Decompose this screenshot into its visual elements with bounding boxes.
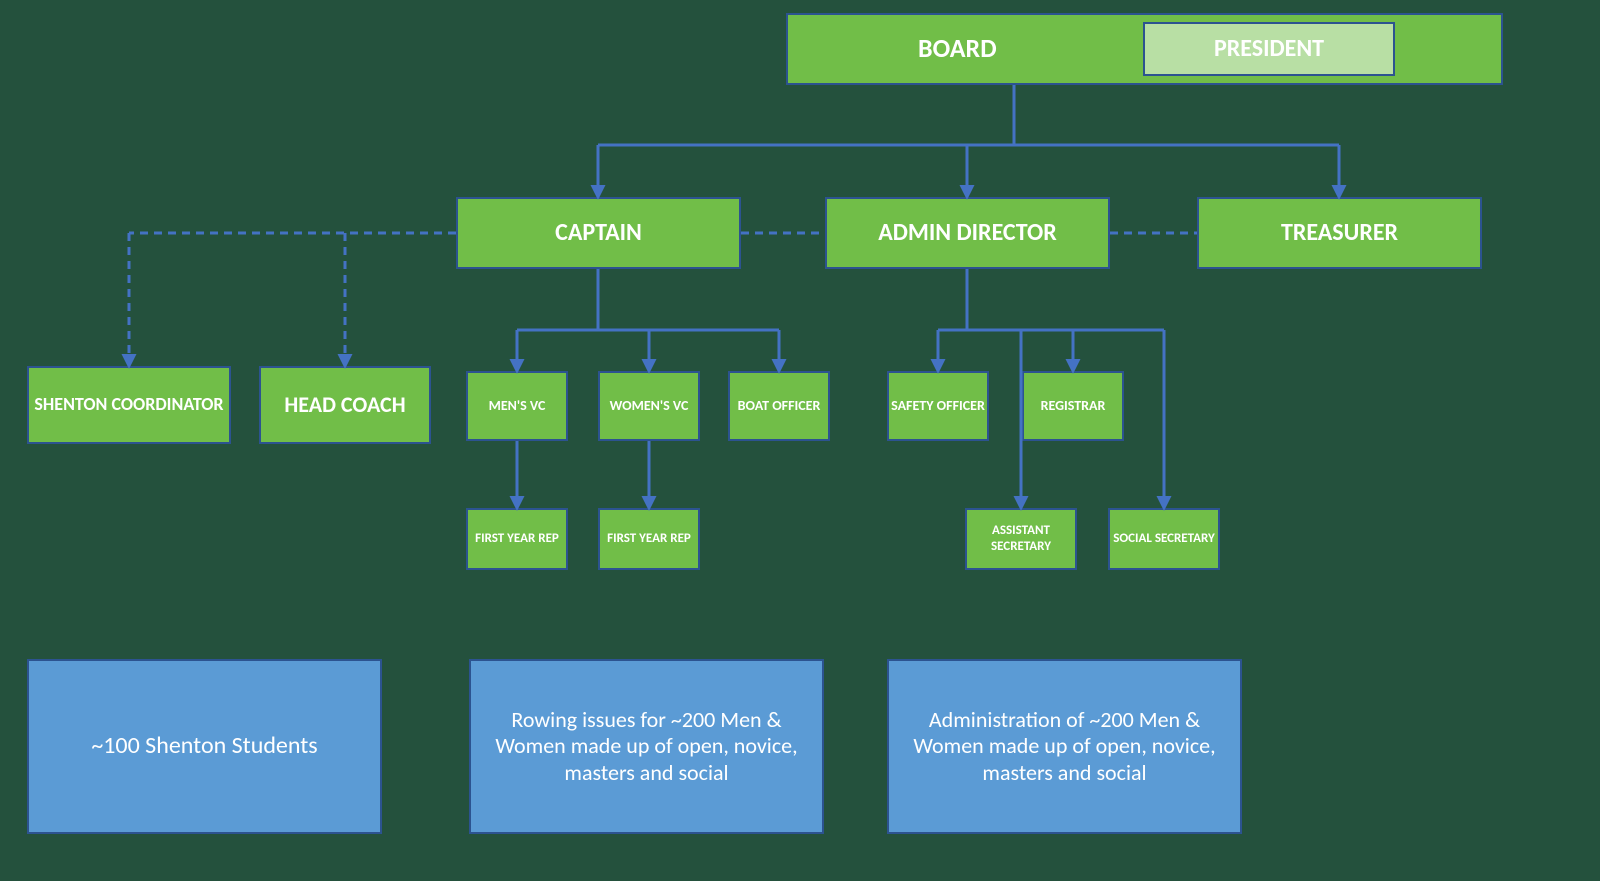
info-text: Administration of ~200 Men & Women made … bbox=[909, 707, 1220, 786]
node-label: CAPTAIN bbox=[555, 219, 642, 248]
node-label: WOMEN'S VC bbox=[610, 398, 689, 415]
node-womens-vc: WOMEN'S VC bbox=[598, 371, 700, 441]
node-safety-officer: SAFETY OFFICER bbox=[887, 371, 989, 441]
info-box-admin: Administration of ~200 Men & Women made … bbox=[887, 659, 1242, 834]
node-label: ASSISTANT SECRETARY bbox=[967, 523, 1075, 554]
node-president: PRESIDENT bbox=[1143, 22, 1395, 76]
node-boat-officer: BOAT OFFICER bbox=[728, 371, 830, 441]
node-label: BOAT OFFICER bbox=[738, 398, 821, 415]
node-label: SAFETY OFFICER bbox=[891, 398, 985, 415]
node-head-coach: HEAD COACH bbox=[259, 366, 431, 444]
node-registrar: REGISTRAR bbox=[1022, 371, 1124, 441]
node-captain: CAPTAIN bbox=[456, 197, 741, 269]
node-assistant-secretary: ASSISTANT SECRETARY bbox=[965, 508, 1077, 570]
info-box-shenton: ~100 Shenton Students bbox=[27, 659, 382, 834]
node-label: PRESIDENT bbox=[1214, 35, 1324, 64]
info-box-rowing: Rowing issues for ~200 Men & Women made … bbox=[469, 659, 824, 834]
node-label: FIRST YEAR REP bbox=[607, 531, 691, 547]
node-label: BOARD bbox=[918, 33, 997, 64]
node-first-year-rep-1: FIRST YEAR REP bbox=[466, 508, 568, 570]
node-label: TREASURER bbox=[1281, 219, 1398, 248]
node-label: HEAD COACH bbox=[284, 392, 405, 418]
node-label: SHENTON COORDINATOR bbox=[34, 394, 223, 416]
info-text: Rowing issues for ~200 Men & Women made … bbox=[491, 707, 802, 786]
info-text: ~100 Shenton Students bbox=[91, 732, 317, 761]
node-mens-vc: MEN'S VC bbox=[466, 371, 568, 441]
node-label: MEN'S VC bbox=[489, 398, 546, 415]
node-label: REGISTRAR bbox=[1041, 398, 1106, 415]
node-label: FIRST YEAR REP bbox=[475, 531, 559, 547]
node-label: SOCIAL SECRETARY bbox=[1113, 531, 1215, 547]
node-treasurer: TREASURER bbox=[1197, 197, 1482, 269]
node-first-year-rep-2: FIRST YEAR REP bbox=[598, 508, 700, 570]
node-admin-director: ADMIN DIRECTOR bbox=[825, 197, 1110, 269]
node-social-secretary: SOCIAL SECRETARY bbox=[1108, 508, 1220, 570]
node-label: ADMIN DIRECTOR bbox=[878, 219, 1056, 248]
node-shenton-coordinator: SHENTON COORDINATOR bbox=[27, 366, 231, 444]
